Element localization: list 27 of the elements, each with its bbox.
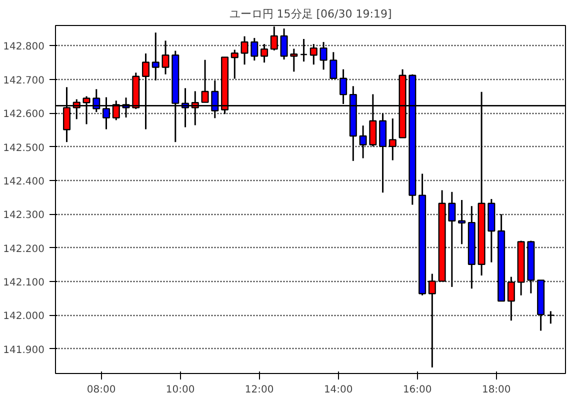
candlestick	[546, 310, 554, 324]
y-tick-label: 141.900	[3, 344, 45, 356]
candlestick	[290, 48, 298, 72]
candlestick	[458, 199, 466, 245]
chart-title: ユーロ円 15分足 [06/30 19:19]	[229, 8, 392, 20]
candlestick	[359, 124, 367, 159]
x-tick-label: 16:00	[402, 384, 432, 396]
y-tick-label: 142.200	[3, 244, 45, 255]
candlestick	[507, 276, 515, 322]
candlestick	[448, 191, 456, 288]
y-tick-label: 142.300	[3, 210, 45, 222]
y-tick-label: 142.100	[3, 278, 45, 289]
y-tick-label: 142.800	[3, 42, 45, 53]
y-tick-label: 142.600	[3, 109, 45, 120]
y-tick-label: 142.700	[3, 75, 45, 86]
candlestick	[330, 51, 338, 80]
y-tick-label: 142.400	[3, 176, 45, 188]
candlestick	[388, 118, 396, 162]
y-tick-label: 142.000	[3, 311, 45, 322]
x-tick-label: 14:00	[324, 384, 353, 396]
y-tick-label: 142.500	[3, 142, 45, 154]
x-tick-label: 18:00	[482, 384, 511, 396]
x-tick-label: 08:00	[86, 384, 116, 396]
candlestick	[230, 49, 238, 80]
candlestick	[201, 59, 209, 104]
x-tick-label: 12:00	[244, 384, 274, 396]
x-tick-label: 10:00	[166, 384, 195, 396]
